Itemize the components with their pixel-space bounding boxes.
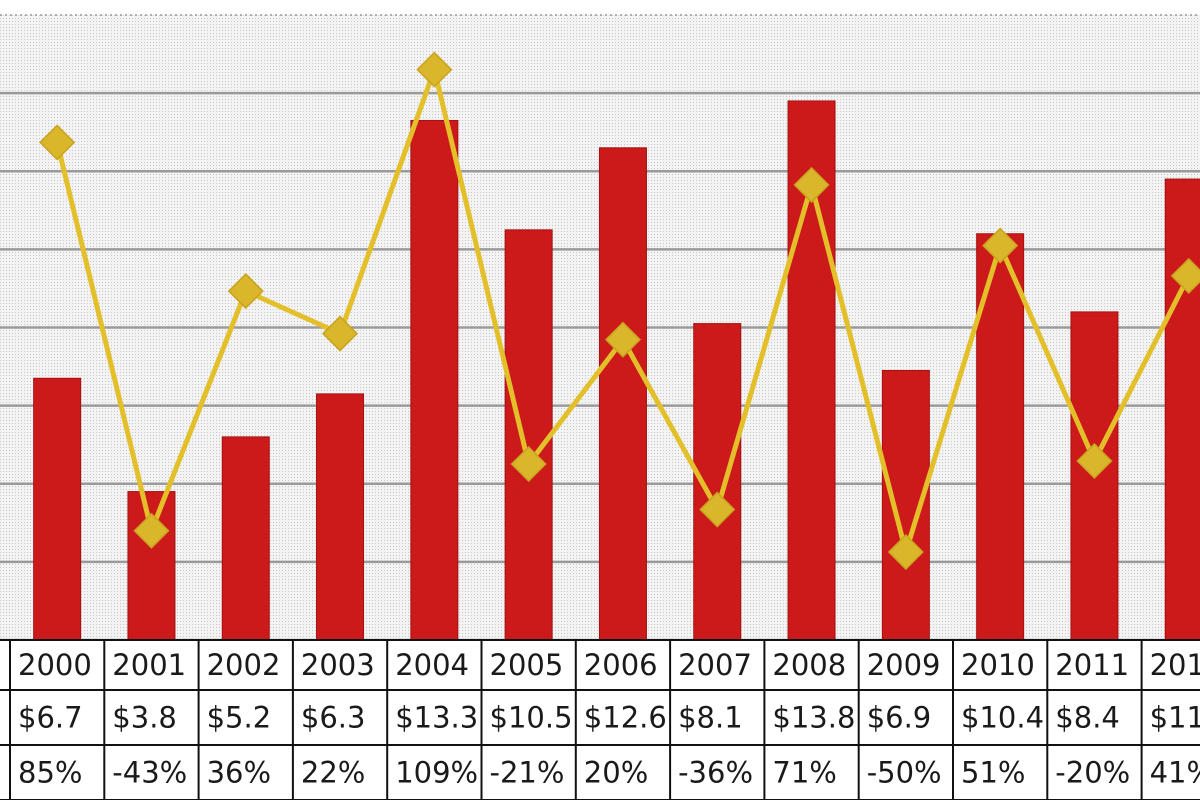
growth-cell: 41% bbox=[1150, 756, 1200, 790]
bar-2006 bbox=[598, 147, 647, 641]
growth-cell: -21% bbox=[490, 756, 565, 790]
growth-line-series bbox=[39, 51, 1200, 571]
value-cell: $12.6 bbox=[584, 701, 667, 735]
bar-2002 bbox=[221, 436, 270, 641]
growth-cell: -36% bbox=[678, 756, 753, 790]
year-cell: 2011 bbox=[1055, 648, 1129, 682]
year-cell: 2003 bbox=[301, 648, 375, 682]
year-cell: 2002 bbox=[207, 648, 281, 682]
value-cell: $6.9 bbox=[867, 701, 932, 735]
value-cell: $6.7 bbox=[18, 701, 83, 735]
growth-marker-2010 bbox=[982, 227, 1019, 264]
bar-2000 bbox=[33, 377, 82, 641]
growth-cell: 109% bbox=[395, 756, 478, 790]
growth-cell: 85% bbox=[18, 756, 82, 790]
growth-cell: 51% bbox=[961, 756, 1025, 790]
year-cell: 2004 bbox=[395, 648, 469, 682]
value-cell: $8.1 bbox=[678, 701, 743, 735]
growth-cell: -50% bbox=[867, 756, 942, 790]
value-cell: $11 bbox=[1150, 701, 1200, 735]
growth-cell: 36% bbox=[207, 756, 271, 790]
growth-cell: 22% bbox=[301, 756, 365, 790]
growth-marker-2006 bbox=[604, 321, 642, 358]
growth-marker-2001 bbox=[133, 512, 170, 549]
growth-marker-2005 bbox=[510, 445, 547, 483]
year-cell: 201 bbox=[1150, 648, 1200, 682]
bar-2004 bbox=[410, 119, 459, 641]
growth-cell: 71% bbox=[772, 756, 836, 790]
year-cell: 2006 bbox=[584, 648, 658, 682]
value-cell: $10.5 bbox=[490, 701, 573, 735]
growth-marker-2009 bbox=[887, 533, 924, 571]
year-cell: 2007 bbox=[678, 648, 752, 682]
value-cell: $13.8 bbox=[772, 701, 855, 735]
year-cell: 2009 bbox=[867, 648, 941, 682]
growth-marker-2008 bbox=[793, 166, 830, 203]
value-cell: $6.3 bbox=[301, 701, 366, 735]
growth-marker-2004 bbox=[416, 51, 453, 88]
growth-marker-2011 bbox=[1076, 442, 1113, 480]
year-cell: 2000 bbox=[18, 648, 92, 682]
growth-cell: 20% bbox=[584, 756, 648, 790]
growth-cell: -20% bbox=[1055, 756, 1130, 790]
growth-marker-2000 bbox=[39, 124, 76, 161]
bar-2003 bbox=[316, 393, 365, 641]
value-cell: $13.3 bbox=[395, 701, 478, 735]
year-cell: 2010 bbox=[961, 648, 1035, 682]
year-cell: 2008 bbox=[772, 648, 846, 682]
year-cell: 2001 bbox=[112, 648, 186, 682]
value-cell: $5.2 bbox=[207, 701, 272, 735]
data-table: 2000 2001 2002 2003 2004 2005 2006 2007 2008 2009… bbox=[0, 639, 1200, 800]
growth-cell: -43% bbox=[112, 756, 187, 790]
bar-series bbox=[33, 100, 1200, 641]
growth-marker-2002 bbox=[227, 273, 264, 310]
year-cell: 2005 bbox=[490, 648, 564, 682]
growth-marker-201 bbox=[1170, 257, 1200, 294]
bar-201 bbox=[1164, 178, 1200, 641]
growth-marker-2003 bbox=[321, 315, 359, 352]
table-background bbox=[0, 640, 1200, 800]
value-cell: $8.4 bbox=[1055, 701, 1120, 735]
value-cell: $10.4 bbox=[961, 701, 1044, 735]
value-cell: $3.8 bbox=[112, 701, 177, 735]
growth-marker-2007 bbox=[699, 491, 736, 528]
bar-2005 bbox=[504, 229, 553, 641]
